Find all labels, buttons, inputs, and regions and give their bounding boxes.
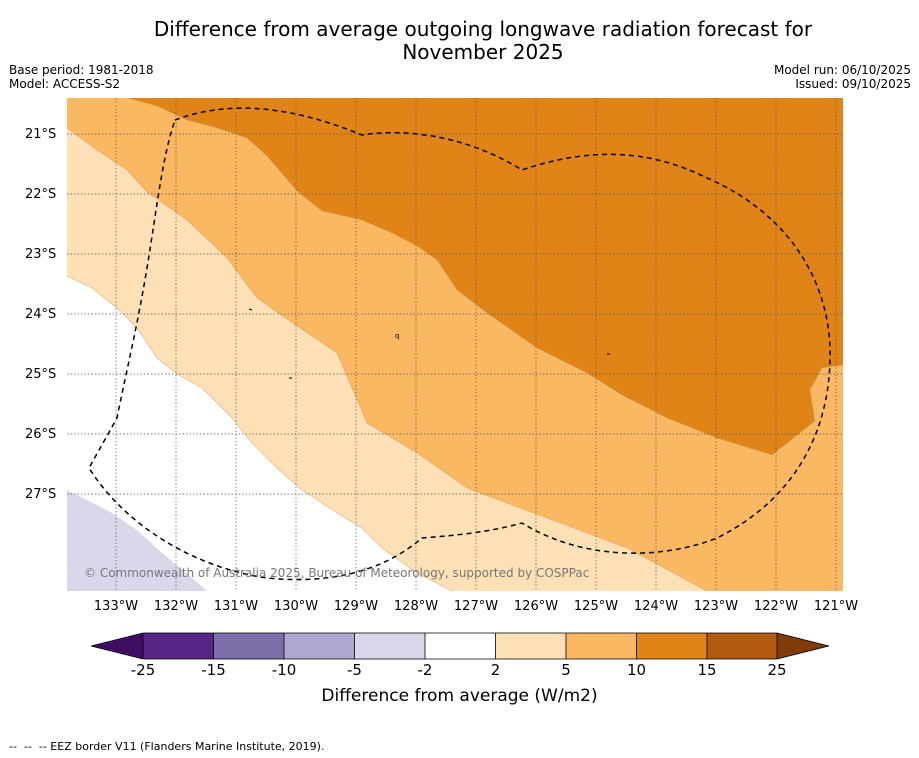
lon-label: 126°W — [513, 599, 559, 614]
lon-label: 121°W — [813, 599, 859, 614]
contour-band-neg5-neg2 — [67, 490, 207, 591]
colorbar-tick: -2 — [417, 661, 433, 679]
colorbar-tick: 5 — [561, 661, 571, 679]
lat-label: 23°S — [25, 247, 57, 262]
lon-label: 132°W — [153, 599, 199, 614]
gridlines — [67, 98, 843, 591]
colorbar-segment — [495, 633, 566, 659]
colorbar-segment — [566, 633, 637, 659]
colorbar-tick: -15 — [201, 661, 226, 679]
model-run: Model run: 06/10/2025 — [773, 63, 911, 77]
colorbar-segment — [354, 633, 425, 659]
colorbar-extend-low — [91, 633, 143, 659]
eez-border — [88, 107, 831, 581]
contour-band-10-15 — [127, 98, 843, 455]
issued-date: Issued: 09/10/2025 — [795, 77, 911, 91]
colorbar-tick: -25 — [130, 661, 156, 679]
map-panel: q — [67, 98, 843, 591]
colorbar-tick: -10 — [271, 661, 297, 679]
colorbar-label: Difference from average (W/m2) — [321, 686, 598, 706]
lat-label: 22°S — [25, 187, 57, 202]
meta-left: Base period: 1981-2018 Model: ACCESS-S2 — [9, 63, 154, 91]
chart-title-line-2: November 2025 — [402, 40, 564, 64]
colorbar-extend-high — [777, 633, 829, 659]
colorbar — [91, 632, 829, 660]
colorbar-tick: -5 — [347, 661, 362, 679]
lat-label: 21°S — [25, 127, 57, 142]
lon-label: 129°W — [333, 599, 379, 614]
map-svg: q — [67, 98, 843, 591]
colorbar-segment — [425, 633, 496, 659]
eez-legend-footer: -- -- -- EEZ border V11 (Flanders Marine… — [9, 740, 325, 753]
lon-label: 123°W — [693, 599, 739, 614]
lat-label: 26°S — [25, 427, 57, 442]
lat-label: 24°S — [25, 307, 57, 322]
lon-label: 130°W — [273, 599, 319, 614]
copyright-text: © Commonwealth of Australia 2025, Bureau… — [84, 566, 590, 580]
chart-title: Difference from average outgoing longwav… — [0, 18, 919, 64]
colorbar-segment — [284, 633, 355, 659]
contour-speckle-3 — [248, 308, 253, 311]
meta-right: Model run: 06/10/2025 Issued: 09/10/2025 — [774, 63, 911, 91]
lat-label: 25°S — [25, 367, 57, 382]
lon-label: 128°W — [393, 599, 439, 614]
colorbar-segment — [707, 633, 777, 659]
contour-speckle: q — [395, 332, 399, 340]
colorbar-segment — [213, 633, 284, 659]
colorbar-tick: 25 — [767, 661, 787, 679]
contour-band-neg2-2 — [67, 276, 452, 591]
lon-label: 131°W — [213, 599, 259, 614]
contour-band-5-10-lower — [772, 365, 843, 591]
colorbar-tick: 2 — [490, 661, 501, 679]
lat-label: 27°S — [25, 487, 57, 502]
model-name: Model: ACCESS-S2 — [9, 77, 121, 91]
base-period: Base period: 1981-2018 — [9, 63, 154, 77]
colorbar-segment — [143, 633, 214, 659]
lon-label: 124°W — [633, 599, 679, 614]
lon-label: 122°W — [753, 599, 799, 614]
chart-title-line-1: Difference from average outgoing longwav… — [153, 17, 813, 41]
lon-label: 125°W — [573, 599, 619, 614]
colorbar-segment — [636, 633, 707, 659]
colorbar-tick: 15 — [697, 661, 717, 679]
lon-label: 127°W — [453, 599, 499, 614]
lon-label: 133°W — [93, 599, 139, 614]
colorbar-tick: 10 — [626, 661, 647, 679]
